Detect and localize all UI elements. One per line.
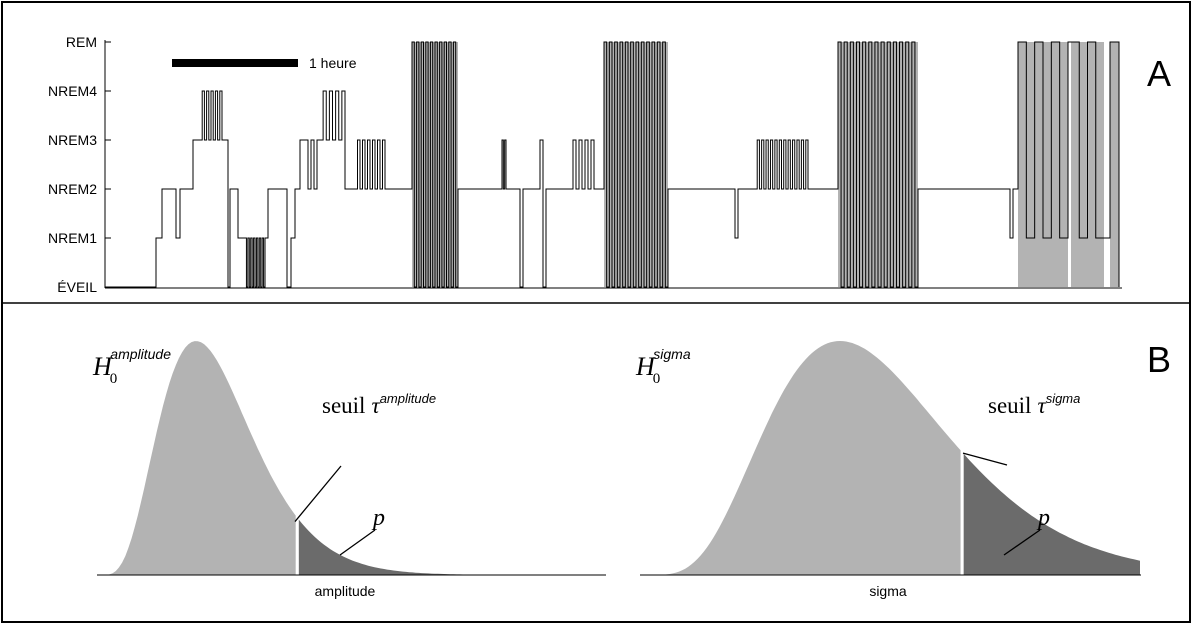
- hypnogram-panel: ÉVEIL NREM1 NREM2 NREM3 NREM4 REM 1 heure A: [48, 34, 1171, 295]
- scale-bar-label: 1 heure: [309, 55, 357, 71]
- sigma-p-label: p: [1036, 505, 1050, 531]
- distributions-panel: H0amplitude seuil τamplitude p amplitude …: [92, 339, 1171, 599]
- sigma-null-distribution: [645, 341, 961, 575]
- rem-band: [1110, 42, 1119, 287]
- y-tick-label: NREM4: [48, 83, 97, 99]
- sigma-h0-label: H0sigma: [635, 346, 691, 387]
- y-axis-ticks: ÉVEIL NREM1 NREM2 NREM3 NREM4 REM: [48, 34, 111, 295]
- y-tick-label: NREM3: [48, 132, 97, 148]
- hypnogram-trace: [105, 41, 1120, 288]
- amplitude-p-label: p: [371, 505, 385, 531]
- amplitude-h0-label: H0amplitude: [92, 346, 171, 387]
- amplitude-threshold-label: seuil τamplitude: [322, 391, 436, 418]
- sigma-threshold-label: seuil τsigma: [988, 391, 1080, 418]
- panel-a-label: A: [1147, 53, 1171, 94]
- y-tick-label: NREM1: [48, 230, 97, 246]
- sigma-threshold-leader: [962, 452, 1008, 466]
- sigma-p-leader: [1003, 529, 1041, 556]
- amplitude-p-tail: [298, 519, 605, 575]
- sigma-p-tail: [963, 453, 1140, 575]
- y-tick-label: NREM2: [48, 181, 97, 197]
- amplitude-null-distribution: [100, 341, 296, 575]
- sigma-x-label: sigma: [869, 583, 907, 599]
- scale-bar: [172, 59, 298, 67]
- amplitude-distribution: H0amplitude seuil τamplitude p amplitude: [92, 341, 606, 599]
- amplitude-x-label: amplitude: [315, 583, 376, 599]
- panel-b-label: B: [1147, 339, 1171, 380]
- sigma-distribution: H0sigma seuil τsigma p sigma: [635, 341, 1141, 599]
- y-tick-label: REM: [66, 34, 97, 50]
- amplitude-threshold-leader: [294, 465, 342, 522]
- y-tick-label: ÉVEIL: [57, 279, 97, 295]
- amplitude-p-leader: [339, 529, 376, 556]
